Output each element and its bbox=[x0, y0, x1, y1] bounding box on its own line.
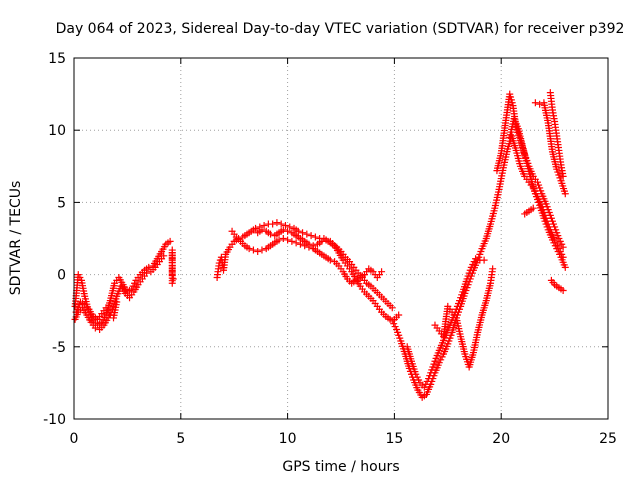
data-point bbox=[145, 263, 153, 271]
data-point bbox=[275, 236, 283, 244]
data-point bbox=[299, 229, 307, 237]
data-point bbox=[472, 255, 480, 263]
data-point bbox=[113, 298, 121, 306]
y-tick-label: -10 bbox=[43, 412, 66, 428]
data-point bbox=[318, 237, 326, 245]
chart-title: Day 064 of 2023, Sidereal Day-to-day VTE… bbox=[56, 21, 625, 37]
data-point bbox=[267, 230, 275, 238]
data-point bbox=[305, 240, 313, 248]
y-tick-label: 0 bbox=[57, 268, 66, 284]
x-tick-label: 20 bbox=[492, 431, 510, 447]
data-point bbox=[326, 256, 334, 264]
data-point bbox=[284, 236, 292, 244]
x-axis-label: GPS time / hours bbox=[282, 459, 399, 475]
data-point bbox=[292, 239, 300, 247]
series-track-i bbox=[403, 255, 488, 391]
x-tick-labels: 0 5 10 15 20 25 bbox=[70, 431, 617, 447]
x-tick-label: 15 bbox=[385, 431, 403, 447]
data-point bbox=[286, 223, 294, 231]
data-points bbox=[71, 89, 569, 401]
data-point bbox=[281, 222, 289, 230]
data-point bbox=[168, 279, 176, 287]
data-point bbox=[395, 311, 403, 319]
data-point bbox=[561, 263, 569, 271]
data-point bbox=[258, 246, 266, 254]
data-point bbox=[378, 268, 386, 276]
data-point bbox=[536, 100, 544, 108]
x-tick-label: 25 bbox=[599, 431, 617, 447]
data-point bbox=[307, 232, 315, 240]
y-tick-label: 5 bbox=[57, 195, 66, 211]
data-point bbox=[311, 233, 319, 241]
data-point bbox=[303, 230, 311, 238]
data-point bbox=[529, 204, 537, 212]
data-point bbox=[143, 269, 151, 277]
data-point bbox=[561, 190, 569, 198]
data-point bbox=[279, 226, 287, 234]
data-point bbox=[322, 236, 330, 244]
data-point bbox=[309, 242, 317, 250]
y-tick-labels: -10 -5 0 5 10 15 bbox=[43, 51, 66, 428]
data-point bbox=[166, 237, 174, 245]
series-track-d bbox=[168, 246, 177, 287]
data-point bbox=[252, 224, 260, 232]
data-point bbox=[249, 246, 257, 254]
x-tick-label: 0 bbox=[70, 431, 79, 447]
data-point bbox=[258, 226, 266, 234]
data-point bbox=[480, 256, 488, 264]
data-point bbox=[559, 243, 567, 251]
series-track-l bbox=[506, 115, 569, 271]
data-point bbox=[169, 275, 177, 283]
x-tick-label: 5 bbox=[176, 431, 185, 447]
data-point bbox=[254, 247, 262, 255]
data-point bbox=[388, 304, 396, 312]
data-point bbox=[284, 227, 292, 235]
y-tick-label: 10 bbox=[48, 123, 66, 139]
data-point bbox=[559, 286, 567, 294]
data-point bbox=[260, 222, 268, 230]
plot-frame bbox=[73, 57, 609, 420]
series-track-m bbox=[521, 99, 569, 218]
series-track-g bbox=[254, 226, 403, 323]
y-tick-label: 15 bbox=[48, 51, 66, 67]
data-point bbox=[559, 172, 567, 180]
data-point bbox=[269, 220, 277, 228]
data-point bbox=[489, 265, 497, 273]
series-track-f bbox=[228, 227, 386, 287]
data-point bbox=[277, 220, 285, 228]
data-point bbox=[288, 237, 296, 245]
y-axis-label: SDTVAR / TECUs bbox=[8, 181, 24, 296]
data-point bbox=[531, 99, 539, 107]
series-track-n bbox=[546, 89, 567, 294]
data-point bbox=[279, 235, 287, 242]
data-point bbox=[160, 252, 168, 260]
data-point bbox=[245, 245, 253, 253]
series-track-c bbox=[72, 298, 121, 323]
x-tick-label: 10 bbox=[279, 431, 297, 447]
data-point bbox=[273, 219, 281, 227]
data-point bbox=[91, 324, 99, 332]
series-track-j bbox=[431, 265, 497, 371]
y-tick-label: -5 bbox=[52, 340, 66, 356]
